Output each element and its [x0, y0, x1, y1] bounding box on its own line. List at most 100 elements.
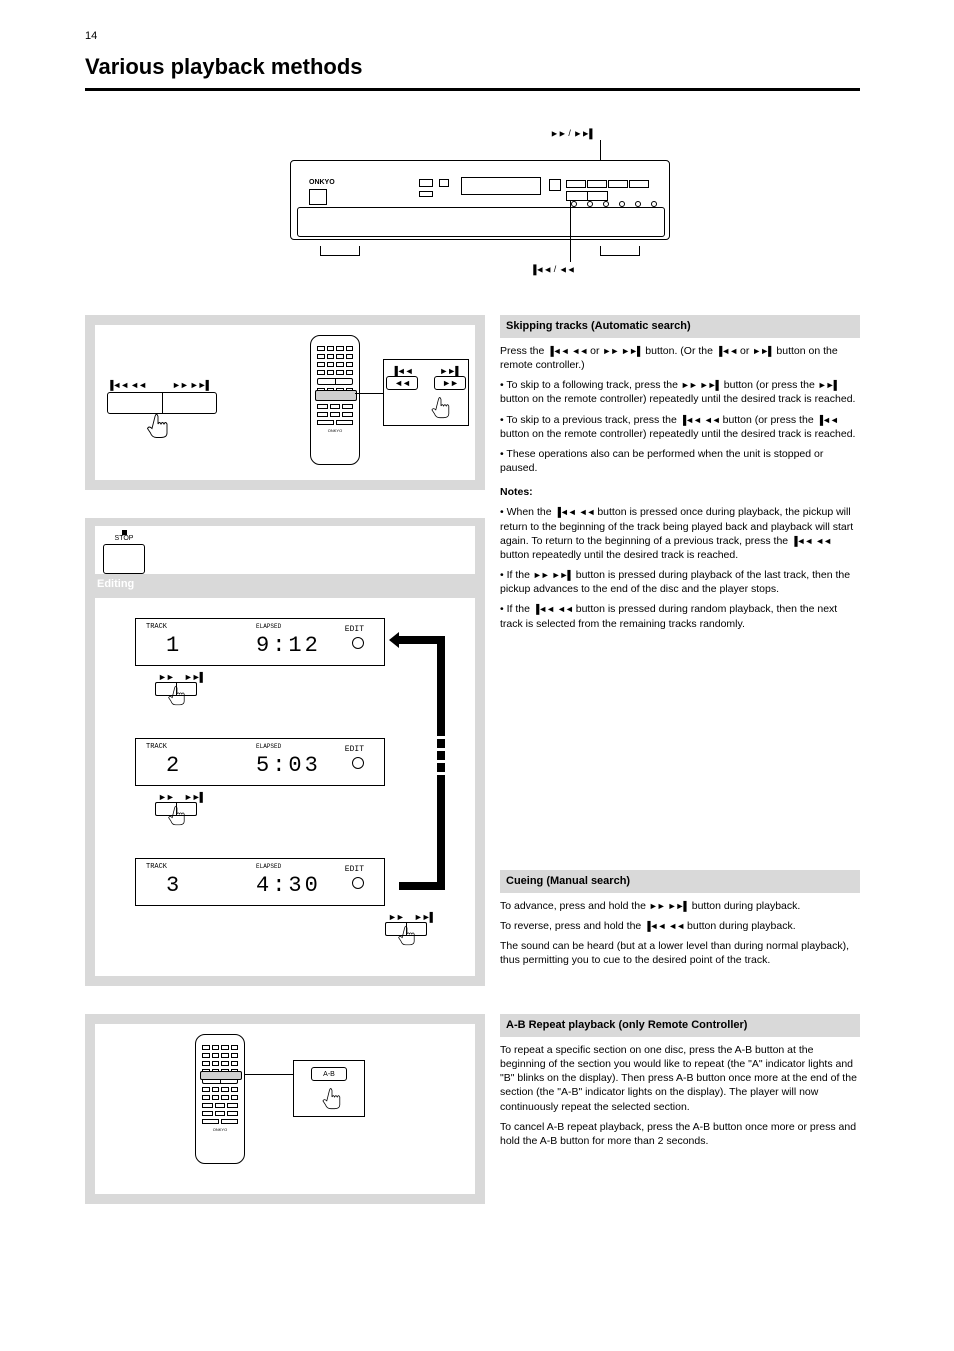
slash-label: / [568, 128, 571, 138]
next-icon-t1: ►►▌ [621, 346, 642, 356]
next-icon-t4: ►►▌ [818, 380, 839, 390]
prev-icon-n1: ▐◄◄ [554, 508, 575, 518]
remote-brand-2: ONKYO [196, 1127, 244, 1132]
prev-icon-t3: ▐◄◄ [680, 415, 701, 425]
button-row [566, 179, 658, 191]
hand-icon-4 [165, 802, 189, 826]
text-skip-search: Skipping tracks (Automatic search) Press… [500, 315, 860, 637]
hand-icon-5 [395, 922, 419, 946]
foot-left [320, 246, 360, 256]
text-ab-repeat: A-B Repeat playback (only Remote Control… [500, 1014, 860, 1154]
small-button-1 [419, 179, 433, 187]
panel-editing: STOP Editing TRACK 1 ELAPSED 9:12 EDIT ►… [85, 518, 485, 986]
next-icon-s: ►►▌ [190, 380, 211, 390]
next-icon-c1: ►►▌ [668, 901, 689, 911]
hdr-ab: A-B Repeat playback (only Remote Control… [500, 1014, 860, 1037]
button-play [549, 179, 561, 191]
foot-right [600, 246, 640, 256]
rc-prev-button[interactable]: ◄◄ [386, 376, 418, 390]
rc-next-label: ►►▌ [434, 366, 466, 376]
prev-icon-s: ▐◄◄ [107, 380, 128, 390]
lcd3-circle-icon [352, 877, 364, 889]
fwd-icon: ►► [550, 129, 566, 139]
remote-highlight-2 [200, 1071, 242, 1080]
panel-ab-repeat: ONKYO A-B [85, 1014, 485, 1204]
prev-icon-c1: ▐◄◄ [644, 921, 665, 931]
skip-p3: • To skip to a previous track, press the… [500, 413, 860, 441]
prev-icon-n3: ▐◄◄ [533, 605, 554, 615]
rew-icon-c1: ◄◄ [668, 921, 684, 931]
remote-diagram: ONKYO [310, 335, 360, 465]
panel-skip-search: ▐◄◄ ◄◄ ►► ►►▌ ONKYO [85, 315, 485, 490]
prev-icon-t1: ▐◄◄ [547, 346, 568, 356]
ind-b: B [504, 1072, 511, 1084]
edit-bottom: TRACK 1 ELAPSED 9:12 EDIT ►►►►▌ TRACK 2 … [95, 598, 475, 976]
lcd2-track-lbl: TRACK [146, 743, 167, 751]
cd-player-body: ONKYO [290, 160, 670, 240]
stop-button[interactable] [103, 544, 145, 574]
page-number: 14 [85, 30, 97, 42]
lcd2-elapsed: ELAPSED [256, 743, 281, 750]
prev-icon: ▐◄◄ [530, 265, 551, 275]
lcd2-time: 5:03 [256, 753, 321, 778]
prev-icon-t2: ▐◄◄ [716, 346, 737, 356]
power-button-icon [309, 189, 327, 205]
ind-ab: A-B [561, 1086, 579, 1098]
lcd2-track: 2 [166, 753, 181, 778]
skip-p1: Press the ▐◄◄ ◄◄ or ►► ►►▌ button. (Or t… [500, 344, 860, 372]
fwd-icon-t2: ►► [681, 380, 697, 390]
lcd3-edit: EDIT [345, 865, 364, 874]
cue-p3: The sound can be heard (but at a lower l… [500, 939, 860, 967]
disc-tray [297, 207, 665, 237]
editing-title: Editing [97, 578, 134, 590]
cd-player-diagram: ONKYO [290, 150, 670, 255]
label-prev-rew: ▐◄◄ / ◄◄ [530, 264, 575, 275]
lcd1-track: 1 [166, 633, 181, 658]
next-icon: ►►▌ [573, 129, 594, 139]
remote-highlight [315, 390, 357, 401]
next-icon-n1: ►►▌ [552, 570, 573, 580]
rc-next-button[interactable]: ►► [434, 376, 466, 390]
lcd-3: TRACK 3 ELAPSED 4:30 EDIT [135, 858, 385, 906]
lcd1-time: 9:12 [256, 633, 321, 658]
notes-hdr: Notes: [500, 485, 860, 499]
ab-p2: To cancel A-B repeat playback, press the… [500, 1120, 860, 1148]
ind-a: A [752, 1058, 759, 1070]
lcd-1: TRACK 1 ELAPSED 9:12 EDIT [135, 618, 385, 666]
lcd1-edit: EDIT [345, 625, 364, 634]
remote-diagram-2: ONKYO [195, 1034, 245, 1164]
skip-p4: • These operations also can be performed… [500, 447, 860, 475]
page-title: Various playback methods [85, 54, 363, 80]
hdr-skip: Skipping tracks (Automatic search) [500, 315, 860, 338]
ab-button[interactable]: A-B [311, 1067, 347, 1081]
skip-n1: • When the ▐◄◄ ◄◄ button is pressed once… [500, 505, 860, 562]
prev-icon-n2: ▐◄◄ [791, 536, 812, 546]
lcd1-elapsed: ELAPSED [256, 623, 281, 630]
skip-p2: • To skip to a following track, press th… [500, 378, 860, 406]
callout-line-1 [355, 393, 385, 394]
lcd3-time: 4:30 [256, 873, 321, 898]
title-rule [85, 88, 860, 91]
rew-icon-t1: ◄◄ [571, 346, 587, 356]
small-button-2 [419, 191, 433, 197]
text-cueing: Cueing (Manual search) To advance, press… [500, 870, 860, 974]
lcd3-track: 3 [166, 873, 181, 898]
stop-label: STOP [103, 535, 145, 542]
remote-brand: ONKYO [311, 428, 359, 433]
hand-icon-3 [165, 682, 189, 706]
rew-icon-t2: ◄◄ [704, 415, 720, 425]
callout-ab: A-B [293, 1060, 365, 1117]
lcd3-track-lbl: TRACK [146, 863, 167, 871]
cue-p2: To reverse, press and hold the ▐◄◄ ◄◄ bu… [500, 919, 860, 933]
fwd-icon-c1: ►► [649, 901, 665, 911]
lcd-2: TRACK 2 ELAPSED 5:03 EDIT [135, 738, 385, 786]
panel-skip-inner: ▐◄◄ ◄◄ ►► ►►▌ ONKYO [95, 325, 475, 480]
brand-label: ONKYO [309, 179, 335, 186]
panel-ab-inner: ONKYO A-B [95, 1024, 475, 1194]
rew-icon-n2: ◄◄ [815, 536, 831, 546]
rc-prev-label: ▐◄◄ [386, 366, 418, 376]
fwd-icon-t1: ►► [602, 346, 618, 356]
hdr-cueing: Cueing (Manual search) [500, 870, 860, 893]
hand-icon-2 [428, 393, 454, 419]
callout-remote-skip: ▐◄◄ ◄◄ ►►▌ ►► [383, 359, 469, 426]
